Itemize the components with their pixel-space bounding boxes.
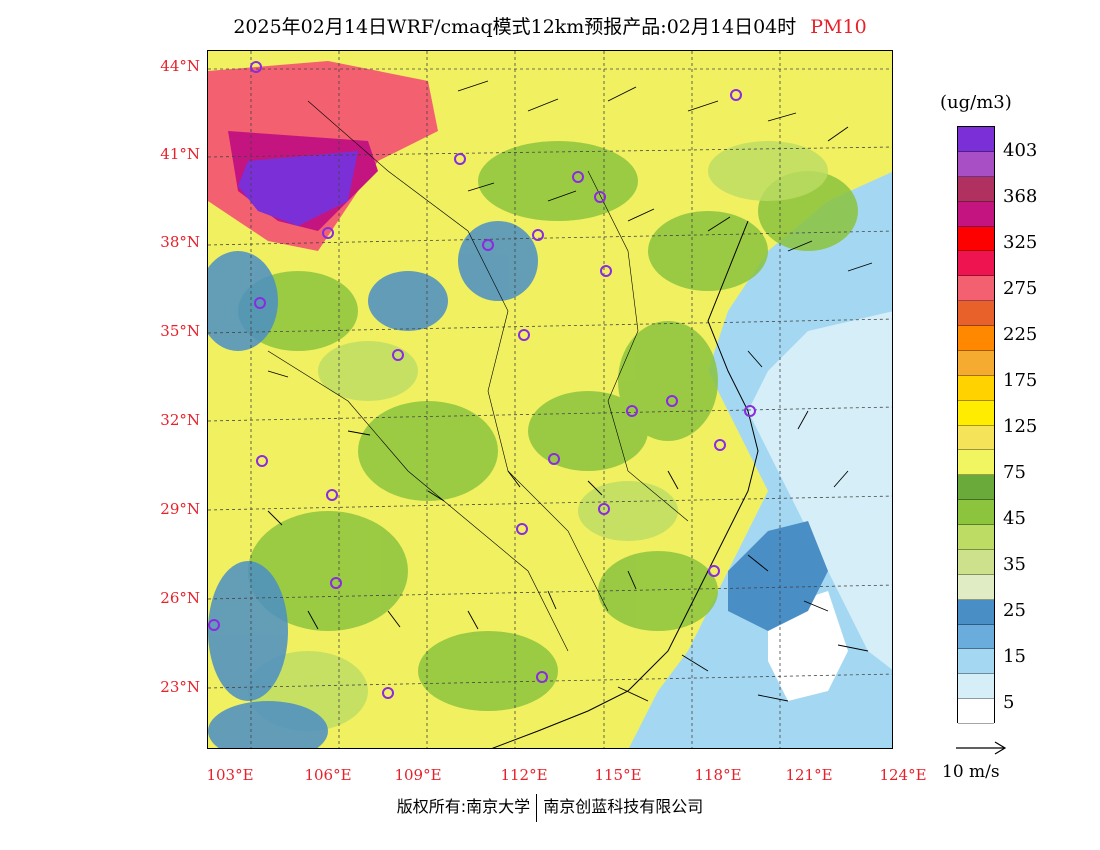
colorbar-segment xyxy=(958,350,994,376)
lat-label-41: 41°N xyxy=(160,145,200,163)
colorbar-segment xyxy=(958,649,994,675)
colorbar-segment xyxy=(958,201,994,227)
lon-label-112: 112°E xyxy=(500,766,548,784)
wind-vectors xyxy=(267,80,873,702)
colorbar-segment xyxy=(958,400,994,426)
lon-label-124: 124°E xyxy=(879,766,927,784)
city-markers xyxy=(208,61,756,699)
colorbar-segment xyxy=(958,276,994,302)
colorbar-tick-label: 175 xyxy=(1003,370,1038,391)
colorbar-tick-label: 35 xyxy=(1003,554,1026,575)
lon-label-106: 106°E xyxy=(304,766,352,784)
colorbar-segment xyxy=(958,624,994,650)
colorbar-segment xyxy=(958,699,994,724)
colorbar-tick-label: 225 xyxy=(1003,324,1038,345)
lat-label-44: 44°N xyxy=(160,57,200,75)
colorbar-segment xyxy=(958,425,994,451)
title-variable: PM10 xyxy=(810,16,867,38)
province-border xyxy=(587,170,689,522)
colorbar xyxy=(957,126,995,724)
map-canvas xyxy=(208,51,892,748)
forecast-map[interactable] xyxy=(207,50,893,749)
lat-label-26: 26°N xyxy=(160,589,200,607)
copyright-footer: 版权所有:南京大学 南京创蓝科技有限公司 xyxy=(0,793,1100,822)
reference-vector-label: 10 m/s xyxy=(942,762,1000,782)
colorbar-segment xyxy=(958,226,994,252)
colorbar-segment xyxy=(958,127,994,152)
high-pm-region-purple xyxy=(238,151,358,226)
copyright-left: 版权所有:南京大学 xyxy=(396,797,531,816)
colorbar-tick-label: 125 xyxy=(1003,416,1038,437)
colorbar-segment xyxy=(958,599,994,625)
colorbar-tick-label: 75 xyxy=(1003,462,1026,483)
colorbar-tick-label: 275 xyxy=(1003,278,1038,299)
colorbar-segment xyxy=(958,574,994,600)
copyright-right: 南京创蓝科技有限公司 xyxy=(543,797,704,816)
colorbar-segment xyxy=(958,176,994,202)
lon-label-118: 118°E xyxy=(694,766,742,784)
lat-label-38: 38°N xyxy=(160,233,200,251)
colorbar-tick-label: 25 xyxy=(1003,600,1026,621)
colorbar-segment xyxy=(958,251,994,277)
colorbar-tick-label: 5 xyxy=(1003,692,1015,713)
graticule xyxy=(208,51,892,748)
colorbar-unit: (ug/m3) xyxy=(940,92,1012,113)
colorbar-segment xyxy=(958,151,994,177)
colorbar-segment xyxy=(958,525,994,550)
colorbar-tick-label: 45 xyxy=(1003,508,1026,529)
coastline xyxy=(491,220,759,748)
colorbar-segment xyxy=(958,500,994,525)
colorbar-tick-label: 403 xyxy=(1003,140,1038,161)
colorbar-segment xyxy=(958,674,994,700)
lon-label-121: 121°E xyxy=(785,766,833,784)
colorbar-segment xyxy=(958,375,994,401)
colorbar-segment xyxy=(958,450,994,476)
colorbar-segment xyxy=(958,549,994,575)
lon-label-115: 115°E xyxy=(594,766,642,784)
lon-label-103: 103°E xyxy=(206,766,254,784)
colorbar-segment xyxy=(958,475,994,501)
province-border xyxy=(307,100,609,612)
reference-vector-arrow xyxy=(956,741,1007,755)
colorbar-tick-label: 15 xyxy=(1003,646,1026,667)
lat-label-23: 23°N xyxy=(160,678,200,696)
lat-label-35: 35°N xyxy=(160,322,200,340)
map-title: 2025年02月14日WRF/cmaq模式12km预报产品:02月14日04时 P… xyxy=(0,12,1100,39)
footer-separator xyxy=(536,793,538,822)
lon-label-109: 109°E xyxy=(394,766,442,784)
blue-regions xyxy=(208,221,538,748)
coastal-blue-band xyxy=(728,521,828,631)
lat-label-29: 29°N xyxy=(160,500,200,518)
sea-light-region xyxy=(748,311,892,670)
lat-label-32: 32°N xyxy=(160,411,200,429)
colorbar-segment xyxy=(958,301,994,326)
colorbar-segment xyxy=(958,326,994,351)
colorbar-tick-label: 368 xyxy=(1003,186,1038,207)
colorbar-tick-label: 325 xyxy=(1003,232,1038,253)
title-main: 2025年02月14日WRF/cmaq模式12km预报产品:02月14日04时 xyxy=(233,16,797,38)
province-border xyxy=(267,350,569,652)
